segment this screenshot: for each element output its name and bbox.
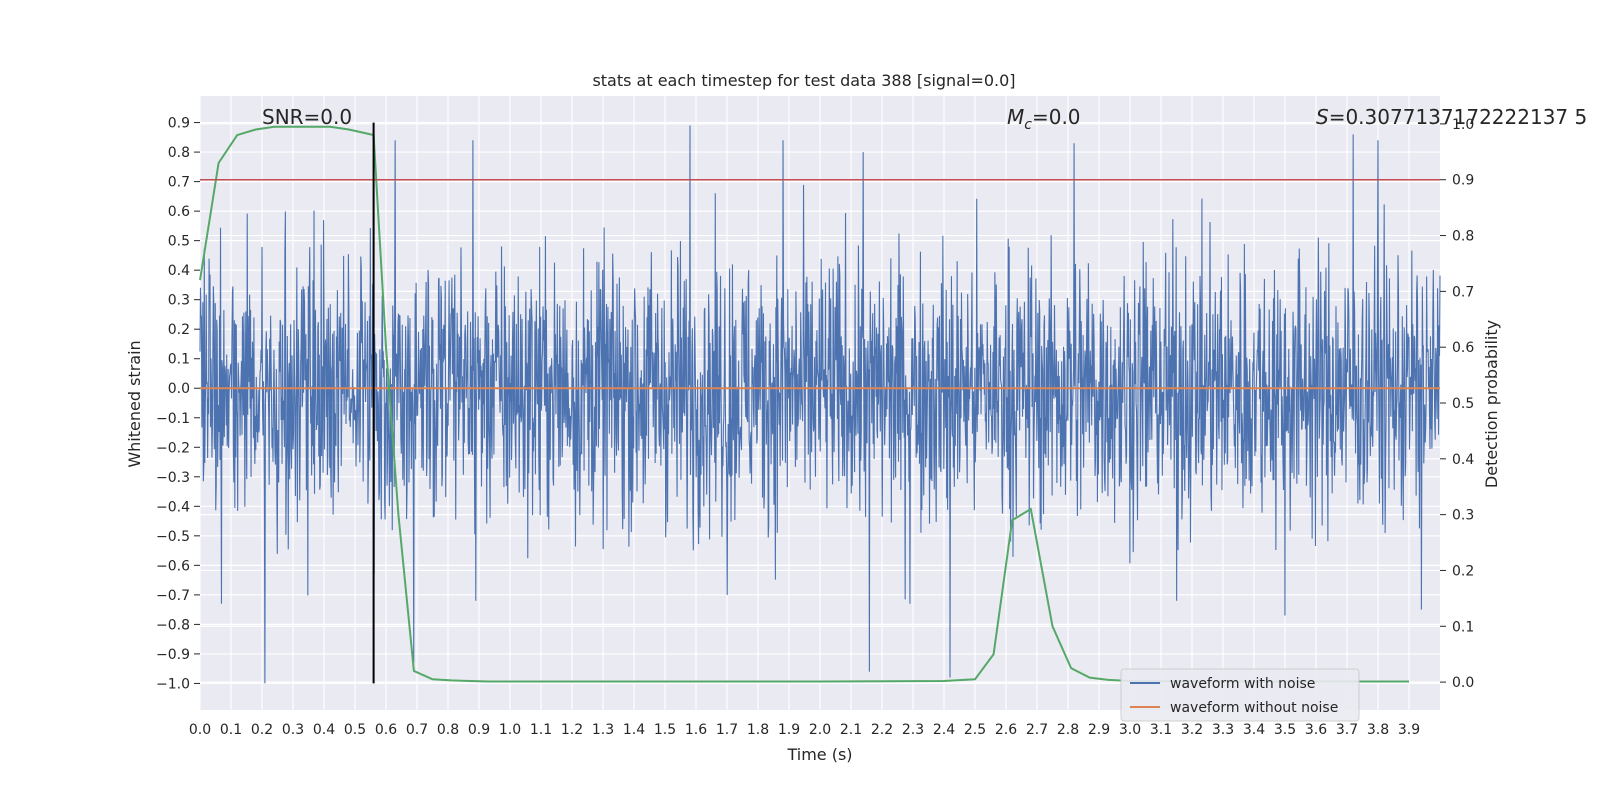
x-tick-label: 3.3 bbox=[1212, 722, 1234, 738]
x-tick-label: 1.4 bbox=[623, 722, 645, 738]
snr-annotation: SNR=0.0 bbox=[262, 105, 352, 129]
waveform-with-noise-series bbox=[199, 125, 1441, 684]
x-tick-label: 3.1 bbox=[1150, 722, 1172, 738]
x-tick-label: 2.8 bbox=[1057, 722, 1079, 738]
x-tick-label: 0.4 bbox=[313, 722, 335, 738]
x-tick-label: 0.7 bbox=[406, 722, 428, 738]
y-tick-label: 0.3 bbox=[168, 293, 190, 309]
y-tick-label: 0.4 bbox=[168, 263, 190, 279]
y-tick-label: −0.1 bbox=[156, 411, 190, 427]
x-tick-label: 0.6 bbox=[375, 722, 397, 738]
x-tick-label: 0.5 bbox=[344, 722, 366, 738]
x-tick-label: 3.4 bbox=[1243, 722, 1265, 738]
x-tick-label: 2.5 bbox=[964, 722, 986, 738]
y-tick-label: 0.7 bbox=[168, 175, 190, 191]
y2-tick-label: 0.8 bbox=[1452, 229, 1474, 245]
chirp-mass-annotation: Mc=0.0 bbox=[1007, 105, 1081, 133]
y-tick-label: −0.7 bbox=[156, 588, 190, 604]
y-tick-label: −0.9 bbox=[156, 647, 190, 663]
legend: waveform with noise waveform without noi… bbox=[1120, 668, 1360, 722]
s-annotation: S=0.3077137172222137 5 bbox=[1316, 105, 1587, 129]
x-tick-label: 1.2 bbox=[561, 722, 583, 738]
chirp-mass-subscript: c bbox=[1024, 117, 1032, 133]
y-tick-label: 0.9 bbox=[168, 116, 190, 132]
y2-axis-label: Detection probability bbox=[1482, 320, 1501, 488]
x-axis-ticks: 0.0 0.1 0.2 0.3 0.4 0.5 0.6 0.7 0.8 0.9 1.0 1.1 1.2 1… bbox=[189, 722, 1420, 738]
y-tick-label: 0.6 bbox=[168, 204, 190, 220]
detection-probability-series bbox=[199, 125, 1409, 683]
y-axis-ticks: 0.9 0.8 0.7 0.6 0.5 0.4 0.3 0.2 0.1 0.0 −0.1 −0.2 −0… bbox=[156, 116, 200, 692]
x-tick-label: 1.8 bbox=[747, 722, 769, 738]
chirp-mass-symbol: M bbox=[1007, 105, 1024, 129]
x-tick-label: 3.5 bbox=[1274, 722, 1296, 738]
y-tick-label: −0.5 bbox=[156, 529, 190, 545]
y2-axis-ticks: 0.0 0.1 0.2 0.3 0.4 0.5 0.6 0.7 0.8 0.9 1.0 bbox=[1440, 117, 1474, 691]
y-tick-label: 0.8 bbox=[168, 145, 190, 161]
x-tick-label: 3.0 bbox=[1119, 722, 1141, 738]
y2-tick-label: 0.9 bbox=[1452, 173, 1474, 189]
legend-box bbox=[1120, 668, 1360, 722]
y-tick-label: 0.2 bbox=[168, 322, 190, 338]
x-tick-label: 0.9 bbox=[468, 722, 490, 738]
y2-tick-label: 0.0 bbox=[1452, 675, 1474, 691]
x-tick-label: 1.9 bbox=[778, 722, 800, 738]
s-value: =0.3077137172222137 5 bbox=[1329, 105, 1588, 129]
y-tick-label: 0.1 bbox=[168, 352, 190, 368]
x-tick-label: 3.6 bbox=[1305, 722, 1327, 738]
noise-line bbox=[199, 125, 1441, 684]
y2-tick-label: 0.6 bbox=[1452, 340, 1474, 356]
y-tick-label: −0.2 bbox=[156, 440, 190, 456]
x-tick-label: 2.3 bbox=[902, 722, 924, 738]
y-tick-label: 0.5 bbox=[168, 234, 190, 250]
x-tick-label: 3.2 bbox=[1181, 722, 1203, 738]
x-tick-label: 0.1 bbox=[220, 722, 242, 738]
x-tick-label: 2.9 bbox=[1088, 722, 1110, 738]
x-tick-label: 1.5 bbox=[654, 722, 676, 738]
y2-tick-label: 0.5 bbox=[1452, 396, 1474, 412]
y-tick-label: −1.0 bbox=[156, 676, 190, 692]
x-axis-label: Time (s) bbox=[786, 745, 852, 764]
probability-line bbox=[199, 125, 1409, 683]
x-tick-label: 2.1 bbox=[840, 722, 862, 738]
y2-tick-label: 0.7 bbox=[1452, 284, 1474, 300]
x-tick-label: 2.6 bbox=[995, 722, 1017, 738]
x-tick-label: 1.7 bbox=[716, 722, 738, 738]
s-symbol: S bbox=[1316, 105, 1329, 129]
y-tick-label: 0.0 bbox=[168, 381, 190, 397]
x-tick-label: 1.6 bbox=[685, 722, 707, 738]
x-tick-label: 2.2 bbox=[871, 722, 893, 738]
x-tick-label: 3.9 bbox=[1398, 722, 1420, 738]
legend-label-noise: waveform with noise bbox=[1170, 676, 1315, 692]
x-tick-label: 3.7 bbox=[1336, 722, 1358, 738]
y-tick-label: −0.3 bbox=[156, 470, 190, 486]
x-tick-label: 0.8 bbox=[437, 722, 459, 738]
chart-title: stats at each timestep for test data 388… bbox=[592, 71, 1015, 90]
reference-lines bbox=[200, 122, 1440, 684]
y-tick-label: −0.6 bbox=[156, 558, 190, 574]
y2-tick-label: 0.2 bbox=[1452, 563, 1474, 579]
chirp-mass-value: =0.0 bbox=[1032, 105, 1081, 129]
y2-tick-label: 0.4 bbox=[1452, 452, 1474, 468]
x-tick-label: 3.8 bbox=[1367, 722, 1389, 738]
x-tick-label: 2.7 bbox=[1026, 722, 1048, 738]
y-tick-label: −0.4 bbox=[156, 499, 190, 515]
x-tick-label: 2.4 bbox=[933, 722, 955, 738]
y-tick-label: −0.8 bbox=[156, 617, 190, 633]
x-tick-label: 0.3 bbox=[282, 722, 304, 738]
legend-label-clean: waveform without noise bbox=[1170, 700, 1338, 716]
y2-tick-label: 0.3 bbox=[1452, 508, 1474, 524]
x-tick-label: 0.2 bbox=[251, 722, 273, 738]
y-axis-label: Whitened strain bbox=[125, 340, 144, 467]
y2-tick-label: 1.0 bbox=[1452, 117, 1474, 133]
x-tick-label: 1.3 bbox=[592, 722, 614, 738]
x-tick-label: 2.0 bbox=[809, 722, 831, 738]
y2-tick-label: 0.1 bbox=[1452, 619, 1474, 635]
x-tick-label: 1.1 bbox=[530, 722, 552, 738]
x-tick-label: 0.0 bbox=[189, 722, 211, 738]
x-tick-label: 1.0 bbox=[499, 722, 521, 738]
